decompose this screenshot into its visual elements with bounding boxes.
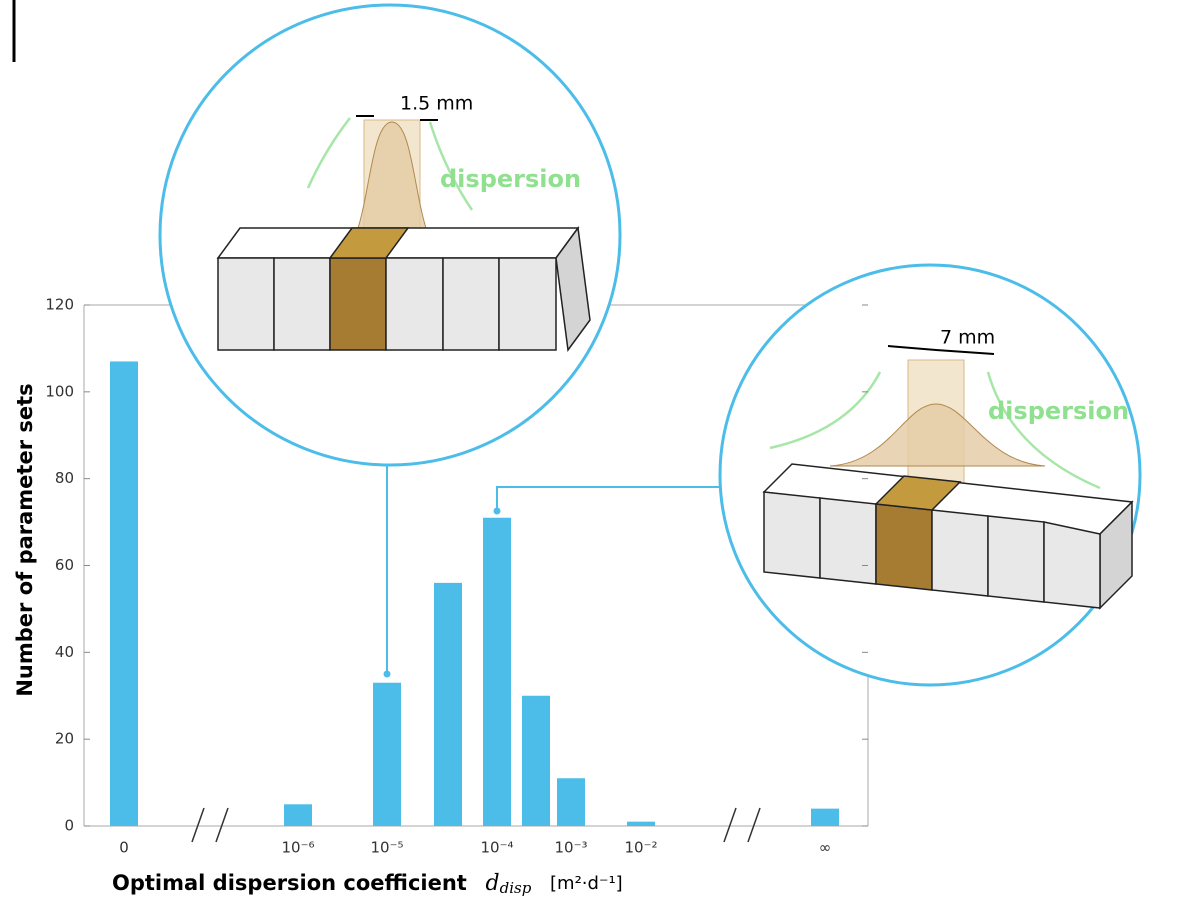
y-tick-label: 40 [55, 643, 74, 661]
y-axis-label: Number of parameter sets [13, 383, 37, 696]
width-label: 1.5 mm [400, 93, 473, 115]
block-side [555, 226, 591, 352]
x-tick-label: ∞ [819, 839, 832, 857]
dispersion-label: dispersion [440, 165, 581, 193]
x-tick-label: 10⁻⁵ [370, 839, 403, 857]
block-front [763, 475, 1101, 609]
x-label-subscript: disp [500, 879, 532, 897]
y-tick-label: 120 [45, 296, 74, 314]
dim-arrow [935, 349, 995, 355]
x-tick-label: 0 [119, 839, 129, 857]
connectors [386, 465, 720, 672]
arrow [986, 371, 1101, 490]
axes [83, 304, 869, 827]
bar [434, 582, 462, 826]
x-tick-label: 10⁻⁶ [281, 839, 314, 857]
x-tick-label: 10⁻³ [554, 839, 587, 857]
inset-wide: 7 mm dispersion [718, 263, 1142, 687]
connector-dot [383, 670, 391, 678]
block-front [217, 227, 557, 351]
bar [284, 804, 312, 826]
x-tick-label: 10⁻⁴ [480, 839, 513, 857]
y-tick-label: 20 [55, 730, 74, 748]
arrow [306, 117, 351, 189]
dispersion-label: dispersion [988, 397, 1129, 425]
x-label-text: Optimal dispersion coefficient [112, 871, 467, 895]
inset-narrow: 1.5 mm dispersion [158, 3, 622, 467]
x-tick-label: 10⁻² [624, 839, 657, 857]
bar [627, 821, 655, 826]
bar [483, 517, 511, 826]
bar [373, 682, 401, 826]
x-label-unit: [m²·d⁻¹] [550, 873, 623, 894]
x-axis-label: Optimal dispersion coefficient ddisp [m²… [112, 871, 623, 900]
y-tick-label: 0 [64, 817, 74, 835]
x-label-symbol: d [486, 871, 500, 896]
bar [522, 695, 550, 826]
bar [110, 361, 138, 826]
axis-break [191, 807, 761, 843]
connector-dot [493, 507, 501, 515]
y-tick-label: 60 [55, 556, 74, 574]
y-tick-label: 100 [45, 382, 74, 400]
arrow [428, 121, 474, 211]
arrow [769, 371, 882, 450]
dim-arrow [887, 345, 937, 351]
bar [811, 808, 839, 826]
gaussian [829, 403, 1046, 467]
y-tick-label: 80 [55, 469, 74, 487]
width-label: 7 mm [940, 327, 995, 349]
bar [557, 778, 585, 826]
